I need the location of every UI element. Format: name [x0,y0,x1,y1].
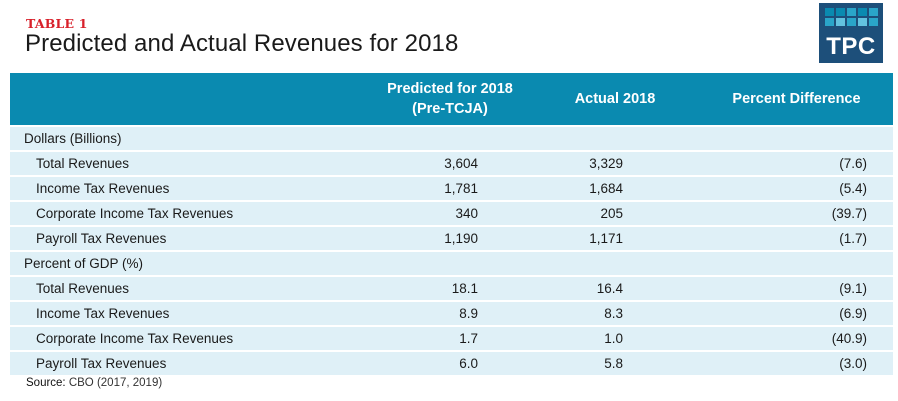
predicted-value: 18.1 [370,275,530,301]
predicted-value: 1.7 [370,325,530,351]
predicted-value: 340 [370,200,530,226]
logo-cell [836,18,845,26]
actual-value: 205 [530,200,700,226]
pct-diff-value: (40.9) [700,325,893,351]
table-body: Dollars (Billions) Total Revenues 3,604 3,3… [10,125,893,375]
header-predicted: Predicted for 2018 (Pre-TCJA) [370,73,530,126]
pct-diff-value: (7.6) [700,150,893,176]
header-label-column [10,73,370,126]
logo-cell [847,18,856,26]
section-title: Percent of GDP (%) [10,250,893,276]
predicted-value: 1,781 [370,175,530,201]
logo-cell [869,8,878,16]
predicted-value: 1,190 [370,225,530,251]
table-row: Total Revenues 18.1 16.4 (9.1) [10,275,893,301]
pct-diff-value: (39.7) [700,200,893,226]
pct-diff-value: (3.0) [700,350,893,375]
table-row: Corporate Income Tax Revenues 1.7 1.0 (40.9… [10,325,893,351]
row-label: Total Revenues [10,150,370,176]
header-predicted-line2: (Pre-TCJA) [412,101,488,117]
header-predicted-line1: Predicted for 2018 [387,81,513,97]
table-header-row: Predicted for 2018 (Pre-TCJA) Actual 201… [10,73,893,126]
logo-cell [858,18,867,26]
actual-value: 3,329 [530,150,700,176]
actual-value: 16.4 [530,275,700,301]
source-label: Source: [26,377,66,389]
row-label: Corporate Income Tax Revenues [10,325,370,351]
table-row: Income Tax Revenues 8.9 8.3 (6.9) [10,300,893,326]
row-label: Payroll Tax Revenues [10,225,370,251]
row-label: Total Revenues [10,275,370,301]
section-title: Dollars (Billions) [10,125,893,151]
logo-cell [847,8,856,16]
table-row: Income Tax Revenues 1,781 1,684 (5.4) [10,175,893,201]
logo-cell [825,8,834,16]
row-label: Income Tax Revenues [10,175,370,201]
row-label: Corporate Income Tax Revenues [10,200,370,226]
actual-value: 5.8 [530,350,700,375]
header-pct-diff: Percent Difference [700,73,893,126]
source-text: CBO (2017, 2019) [65,377,163,389]
actual-value: 1,684 [530,175,700,201]
logo-cell [869,18,878,26]
table-row: Payroll Tax Revenues 6.0 5.8 (3.0) [10,350,893,375]
actual-value: 1,171 [530,225,700,251]
pct-diff-value: (5.4) [700,175,893,201]
actual-value: 8.3 [530,300,700,326]
logo-cell [825,18,834,26]
revenues-table: Predicted for 2018 (Pre-TCJA) Actual 201… [10,73,893,375]
page-title: Predicted and Actual Revenues for 2018 [25,30,459,57]
actual-value: 1.0 [530,325,700,351]
logo-cell [836,8,845,16]
predicted-value: 6.0 [370,350,530,375]
table-number: TABLE 1 [26,16,88,31]
table-row: Total Revenues 3,604 3,329 (7.6) [10,150,893,176]
section-row: Percent of GDP (%) [10,250,893,276]
logo-text: TPC [826,33,876,60]
logo-cell [858,8,867,16]
pct-diff-value: (9.1) [700,275,893,301]
table-row: Corporate Income Tax Revenues 340 205 (39.7… [10,200,893,226]
table-row: Payroll Tax Revenues 1,190 1,171 (1.7) [10,225,893,251]
tpc-logo-icon: TPC [819,3,883,63]
section-row: Dollars (Billions) [10,125,893,151]
row-label: Payroll Tax Revenues [10,350,370,375]
row-label: Income Tax Revenues [10,300,370,326]
predicted-value: 3,604 [370,150,530,176]
pct-diff-value: (6.9) [700,300,893,326]
predicted-value: 8.9 [370,300,530,326]
source-note: Source: CBO (2017, 2019) [26,377,162,389]
pct-diff-value: (1.7) [700,225,893,251]
logo-grid [825,8,878,26]
header-actual: Actual 2018 [530,73,700,126]
